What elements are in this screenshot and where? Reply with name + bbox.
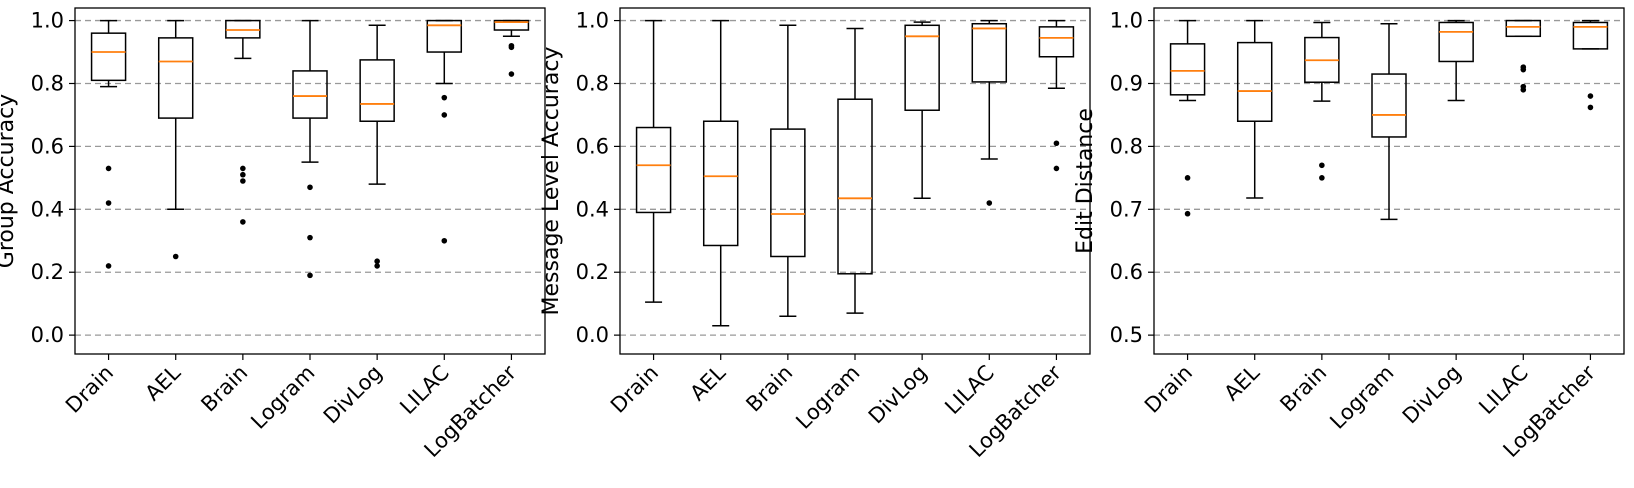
x-tick-label: Drain	[61, 361, 118, 418]
outlier-point	[1053, 165, 1060, 172]
x-tick-label: DivLog	[319, 361, 387, 429]
outlier-point	[307, 234, 313, 241]
box	[157, 37, 194, 119]
y-tick-label: 0.5	[1110, 323, 1143, 347]
box	[971, 22, 1008, 83]
outlier-point	[508, 71, 515, 77]
outlier-point	[307, 272, 313, 279]
outlier-point	[105, 200, 112, 206]
x-tick-label: LILAC	[1474, 361, 1533, 420]
outlier-point	[307, 184, 313, 191]
plot-frame	[619, 7, 1091, 355]
x-tick-label: AEL	[685, 360, 730, 405]
box	[1371, 73, 1407, 138]
outlier-point	[105, 165, 112, 172]
x-tick-label: DivLog	[864, 361, 932, 429]
y-axis-label: Group Accuracy	[0, 94, 19, 268]
plot-frame	[74, 7, 546, 355]
y-tick-label: 0.7	[1110, 197, 1143, 221]
y-tick-label: 0.6	[1110, 260, 1143, 284]
box	[635, 126, 672, 214]
y-tick-label: 1.0	[31, 9, 64, 33]
outlier-point	[441, 112, 448, 118]
y-tick-label: 0.6	[576, 134, 609, 158]
outlier-point	[240, 171, 246, 178]
y-axis-label: Message Level Accuracy	[539, 47, 564, 316]
x-tick-label: LILAC	[395, 361, 454, 420]
outlier-point	[1319, 175, 1325, 181]
box	[359, 59, 395, 122]
box	[1038, 26, 1075, 58]
outlier-point	[1184, 210, 1191, 217]
y-tick-label: 0.2	[576, 260, 609, 284]
box	[837, 98, 873, 275]
box	[1169, 43, 1206, 96]
outlier-point	[508, 44, 515, 51]
box	[1505, 19, 1542, 38]
x-tick-label: Logram	[1325, 361, 1398, 434]
x-tick-label: AEL	[1219, 360, 1264, 405]
box	[493, 19, 530, 31]
box	[426, 19, 463, 53]
x-tick-label: DivLog	[1398, 361, 1466, 429]
box	[1438, 21, 1474, 63]
outlier-point	[240, 178, 246, 184]
x-tick-label: LILAC	[940, 361, 999, 420]
x-tick-label: Logram	[246, 361, 319, 434]
y-tick-label: 0.8	[1110, 134, 1143, 158]
y-axis-label: Edit Distance	[1073, 108, 1098, 254]
y-tick-label: 0.2	[31, 260, 64, 284]
outlier-point	[1520, 86, 1527, 93]
box	[292, 70, 328, 119]
box	[90, 32, 127, 82]
y-tick-label: 0.6	[31, 134, 64, 158]
y-tick-label: 1.0	[1110, 9, 1143, 33]
x-tick-label: Brain	[1275, 361, 1331, 417]
box	[770, 128, 806, 258]
y-tick-label: 0.0	[31, 323, 64, 347]
outlier-point	[1520, 66, 1527, 73]
plot-frame	[1153, 7, 1625, 355]
outlier-point	[1053, 140, 1060, 147]
y-tick-label: 0.9	[1110, 71, 1143, 95]
outlier-point	[1587, 104, 1594, 111]
y-tick-label: 0.4	[576, 197, 609, 221]
x-tick-label: Drain	[1140, 361, 1197, 418]
outlier-point	[374, 258, 380, 265]
box	[1236, 41, 1273, 122]
outlier-point	[1184, 175, 1191, 181]
y-tick-label: 0.4	[31, 197, 64, 221]
y-tick-label: 1.0	[576, 9, 609, 33]
box	[1572, 21, 1609, 50]
outlier-point	[441, 237, 448, 244]
y-tick-label: 0.8	[31, 71, 64, 95]
y-tick-label: 0.8	[576, 71, 609, 95]
outlier-point	[240, 219, 246, 225]
x-tick-label: Brain	[196, 361, 252, 417]
outlier-point	[441, 94, 448, 101]
y-tick-label: 0.0	[576, 323, 609, 347]
x-tick-label: Brain	[741, 361, 797, 417]
outlier-point	[1587, 93, 1594, 99]
x-tick-label: Drain	[606, 361, 663, 418]
box	[904, 24, 940, 111]
outlier-point	[172, 253, 179, 260]
outlier-point	[1319, 162, 1325, 169]
outlier-point	[105, 263, 112, 269]
outlier-point	[986, 200, 993, 206]
outlier-point	[374, 263, 380, 269]
x-tick-label: Logram	[791, 361, 864, 434]
box	[702, 120, 739, 247]
outlier-point	[240, 165, 246, 172]
x-tick-label: AEL	[140, 360, 185, 405]
